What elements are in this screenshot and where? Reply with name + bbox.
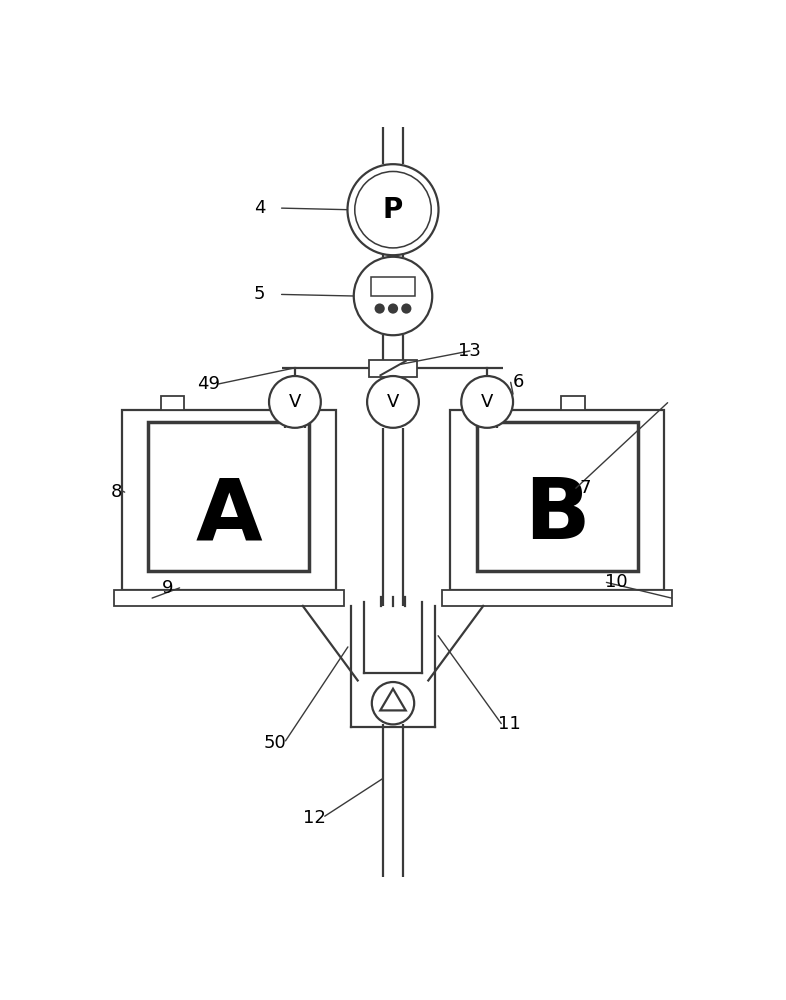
Bar: [372, 277, 414, 296]
Circle shape: [401, 303, 411, 314]
Circle shape: [372, 682, 414, 724]
Circle shape: [347, 164, 439, 255]
Text: V: V: [387, 393, 399, 411]
Bar: [123, 410, 336, 590]
Circle shape: [354, 257, 432, 335]
Circle shape: [367, 376, 419, 428]
Text: A: A: [196, 474, 263, 557]
Text: 50: 50: [264, 734, 287, 752]
Text: 6: 6: [512, 373, 524, 391]
Circle shape: [388, 303, 398, 314]
Text: 9: 9: [162, 579, 174, 597]
Text: B: B: [524, 474, 590, 557]
Text: 13: 13: [458, 342, 481, 360]
Text: 5: 5: [254, 285, 266, 303]
Text: 12: 12: [303, 809, 326, 827]
Bar: [160, 396, 184, 410]
Text: 4: 4: [254, 199, 266, 217]
Bar: [115, 590, 343, 606]
Bar: [477, 422, 637, 571]
Text: 8: 8: [111, 483, 123, 501]
Bar: [561, 396, 585, 410]
Text: V: V: [481, 393, 494, 411]
Bar: [369, 360, 417, 377]
Text: 10: 10: [604, 573, 627, 591]
Text: 11: 11: [498, 715, 520, 733]
Text: V: V: [288, 393, 301, 411]
Text: 7: 7: [579, 479, 591, 497]
Circle shape: [461, 376, 513, 428]
Bar: [149, 422, 309, 571]
Circle shape: [269, 376, 321, 428]
Bar: [443, 590, 671, 606]
Circle shape: [375, 303, 385, 314]
Bar: [450, 410, 663, 590]
Text: P: P: [383, 196, 403, 224]
Text: 49: 49: [197, 375, 220, 393]
